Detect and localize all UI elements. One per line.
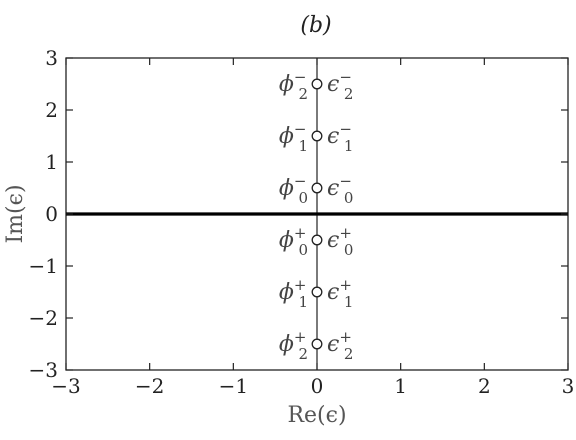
x-tick-label: 0 (311, 374, 324, 398)
data-points: ϕ− 2 ϵ− 2 ϕ− 1 ϵ− 1 ϕ− 0 ϵ− 0 ϕ+ 0 ϵ+ 0 ϕ+ 1 ϵ+ 1 ϕ+ 2 ϵ+ 2 (279, 68, 354, 363)
y-tick-label: −1 (29, 254, 58, 278)
x-tick-label: 1 (394, 374, 407, 398)
x-tick-label: −2 (135, 374, 164, 398)
data-point (311, 182, 323, 194)
y-tick-label: 2 (45, 98, 58, 122)
axis-ticks: −3 −2 −1 0 1 2 3 −3 −2 −1 0 1 2 3 (29, 46, 575, 398)
data-point (311, 78, 323, 90)
point-label-right: ϵ+ 1 (327, 276, 353, 311)
data-point (311, 338, 323, 350)
point-label-right: ϵ+ 2 (327, 328, 353, 363)
y-axis-label: Im(ϵ) (3, 184, 28, 243)
point-label-right: ϵ− 1 (327, 120, 353, 155)
point-label-right: ϵ− 2 (327, 68, 353, 103)
point-label-right: ϵ− 0 (327, 172, 353, 207)
point-label-right: ϵ+ 0 (327, 224, 353, 259)
y-tick-label: −3 (29, 358, 58, 382)
y-tick-label: 1 (45, 150, 58, 174)
point-label-left: ϕ+ 0 (279, 224, 308, 259)
point-label-left: ϕ− 0 (279, 172, 308, 207)
data-point (311, 286, 323, 298)
reference-lines (66, 58, 568, 370)
x-tick-label: 2 (478, 374, 491, 398)
point-label-left: ϕ− 1 (279, 120, 308, 155)
x-tick-label: 3 (562, 374, 575, 398)
y-tick-label: 0 (45, 202, 58, 226)
x-axis-label: Re(ϵ) (287, 403, 346, 428)
point-label-left: ϕ+ 2 (279, 328, 308, 363)
data-point (311, 234, 323, 246)
point-label-left: ϕ− 2 (279, 68, 308, 103)
y-tick-label: −2 (29, 306, 58, 330)
point-label-left: ϕ+ 1 (279, 276, 308, 311)
x-tick-label: −1 (219, 374, 248, 398)
y-tick-label: 3 (45, 46, 58, 70)
chart-title: (b) (300, 13, 331, 38)
x-tick-label: −3 (51, 374, 80, 398)
data-point (311, 130, 323, 142)
